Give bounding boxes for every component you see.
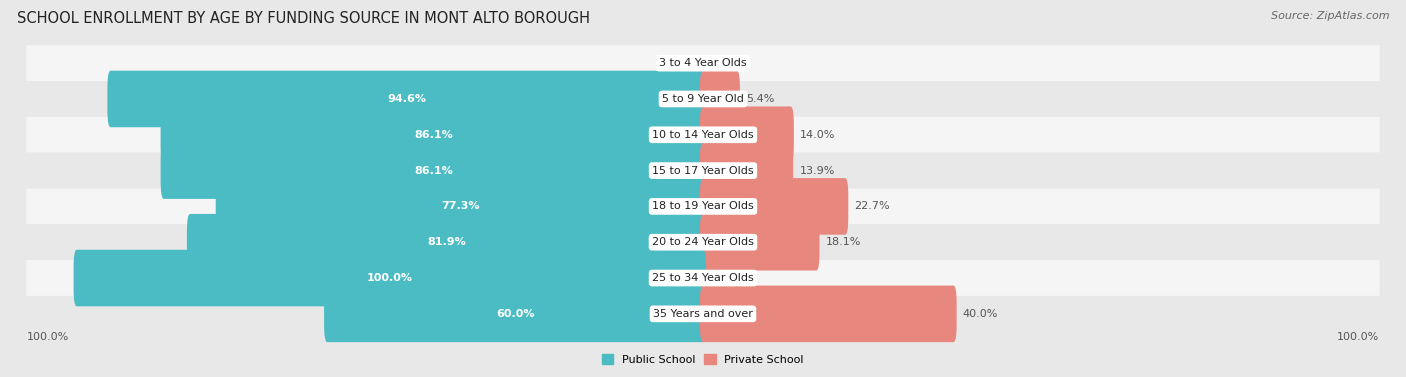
Text: 81.9%: 81.9% [427,237,465,247]
Text: 14.0%: 14.0% [800,130,835,140]
Text: 0.0%: 0.0% [713,58,741,68]
Text: 20 to 24 Year Olds: 20 to 24 Year Olds [652,237,754,247]
Text: 25 to 34 Year Olds: 25 to 34 Year Olds [652,273,754,283]
FancyBboxPatch shape [700,142,793,199]
Text: 18 to 19 Year Olds: 18 to 19 Year Olds [652,201,754,211]
FancyBboxPatch shape [160,142,706,199]
FancyBboxPatch shape [700,178,848,235]
FancyBboxPatch shape [700,214,820,271]
FancyBboxPatch shape [27,45,1379,81]
Text: 100.0%: 100.0% [27,333,69,342]
Text: 5 to 9 Year Old: 5 to 9 Year Old [662,94,744,104]
Text: 77.3%: 77.3% [441,201,481,211]
Text: 22.7%: 22.7% [855,201,890,211]
Text: SCHOOL ENROLLMENT BY AGE BY FUNDING SOURCE IN MONT ALTO BOROUGH: SCHOOL ENROLLMENT BY AGE BY FUNDING SOUR… [17,11,591,26]
FancyBboxPatch shape [215,178,706,235]
FancyBboxPatch shape [323,285,706,342]
Text: 15 to 17 Year Olds: 15 to 17 Year Olds [652,166,754,176]
FancyBboxPatch shape [27,188,1379,224]
Text: Source: ZipAtlas.com: Source: ZipAtlas.com [1271,11,1389,21]
Text: 10 to 14 Year Olds: 10 to 14 Year Olds [652,130,754,140]
FancyBboxPatch shape [27,153,1379,188]
Text: 100.0%: 100.0% [1337,333,1379,342]
Text: 5.4%: 5.4% [747,94,775,104]
FancyBboxPatch shape [27,224,1379,260]
Text: 60.0%: 60.0% [496,309,534,319]
FancyBboxPatch shape [187,214,706,271]
FancyBboxPatch shape [700,106,794,163]
FancyBboxPatch shape [107,70,706,127]
Text: 18.1%: 18.1% [825,237,860,247]
FancyBboxPatch shape [73,250,706,307]
FancyBboxPatch shape [160,106,706,163]
Text: 100.0%: 100.0% [367,273,413,283]
FancyBboxPatch shape [27,296,1379,332]
Text: 86.1%: 86.1% [413,130,453,140]
Text: 94.6%: 94.6% [387,94,426,104]
Text: 3 to 4 Year Olds: 3 to 4 Year Olds [659,58,747,68]
FancyBboxPatch shape [27,117,1379,153]
FancyBboxPatch shape [27,260,1379,296]
Text: 86.1%: 86.1% [413,166,453,176]
FancyBboxPatch shape [700,70,740,127]
Text: 0.0%: 0.0% [713,273,741,283]
FancyBboxPatch shape [700,285,956,342]
Legend: Public School, Private School: Public School, Private School [598,350,808,369]
FancyBboxPatch shape [27,81,1379,117]
Text: 40.0%: 40.0% [963,309,998,319]
Text: 35 Years and over: 35 Years and over [652,309,754,319]
Text: 13.9%: 13.9% [800,166,835,176]
Text: 0.0%: 0.0% [665,58,693,68]
